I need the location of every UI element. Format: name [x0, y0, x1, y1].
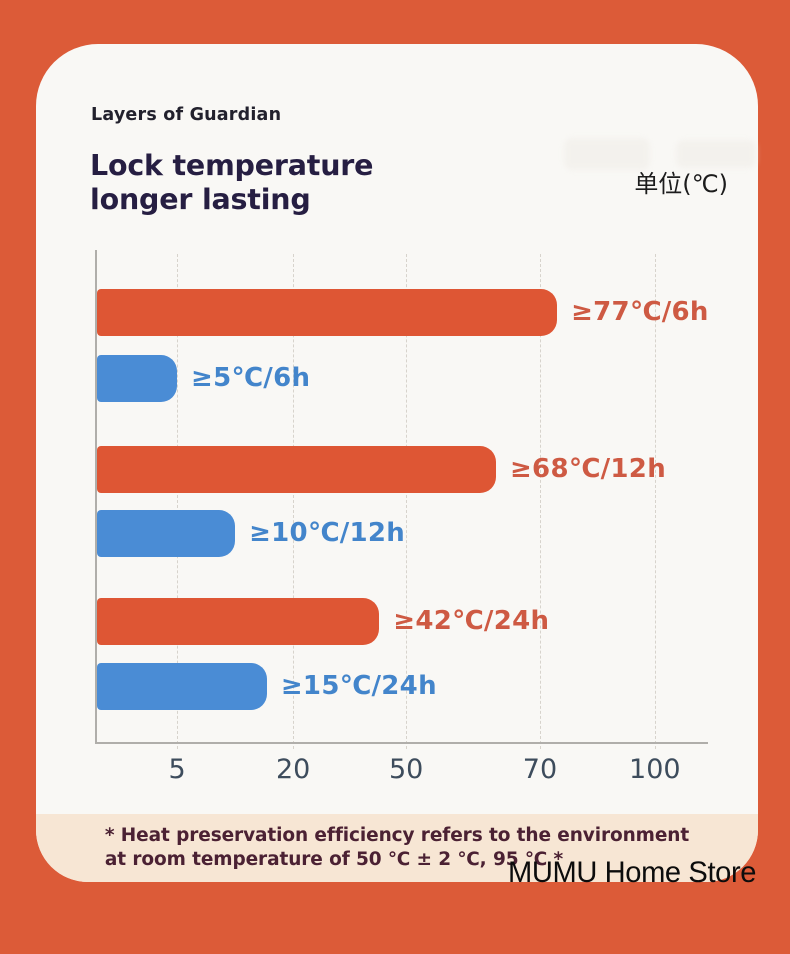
- y-axis-line: [95, 250, 97, 744]
- x-tick-label: 50: [388, 754, 424, 785]
- x-tick-label: 70: [522, 754, 558, 785]
- temp-bar-cold-12h: [97, 510, 236, 557]
- x-tick-label: 100: [629, 754, 681, 785]
- store-watermark: MUMU Home Store: [508, 856, 757, 889]
- footnote-line2: at room temperature of 50 ℃ ± 2 ℃, 95 ℃ …: [104, 849, 564, 870]
- bar-value-label: ≥15℃/24h: [280, 671, 437, 701]
- temp-bar-hot-6h: [97, 289, 558, 336]
- temp-bar-cold-6h: [97, 355, 178, 402]
- gridline: [406, 254, 408, 749]
- eyebrow-label: Layers of Guardian: [91, 105, 282, 125]
- watermark-ghost: [564, 138, 650, 170]
- bar-value-label: ≥10℃/12h: [249, 518, 406, 548]
- chart-area: ≥77℃/6h ≥5℃/6h ≥68℃/12h ≥10℃/12h ≥42℃/24h ≥15…: [95, 250, 709, 785]
- x-axis-line: [95, 742, 708, 744]
- x-tick-label: 5: [168, 754, 186, 785]
- bar-value-label: ≥68℃/12h: [509, 454, 667, 484]
- footnote-band: [36, 814, 758, 882]
- temp-bar-cold-24h: [97, 663, 267, 710]
- watermark-ghost: [676, 140, 756, 168]
- gridline: [177, 254, 179, 749]
- gridline: [539, 254, 541, 749]
- bar-value-label: ≥42℃/24h: [393, 606, 550, 636]
- bar-value-label: ≥77℃/6h: [571, 297, 709, 327]
- bar-value-label: ≥5℃/6h: [191, 363, 311, 393]
- chart-title-line1: Lock temperature: [90, 149, 374, 182]
- x-tick-label: 20: [275, 754, 311, 785]
- temp-bar-hot-12h: [97, 446, 496, 493]
- footnote: * Heat preservation efficiency refers to…: [36, 824, 758, 872]
- temp-bar-hot-24h: [97, 598, 380, 645]
- chart-title-line2: longer lasting: [90, 183, 311, 216]
- unit-label: 单位(℃): [634, 170, 728, 198]
- chart-title: Lock temperature longer lasting: [90, 149, 373, 217]
- gridline: [654, 254, 656, 749]
- footnote-line1: * Heat preservation efficiency refers to…: [104, 825, 690, 846]
- gridline: [293, 254, 295, 749]
